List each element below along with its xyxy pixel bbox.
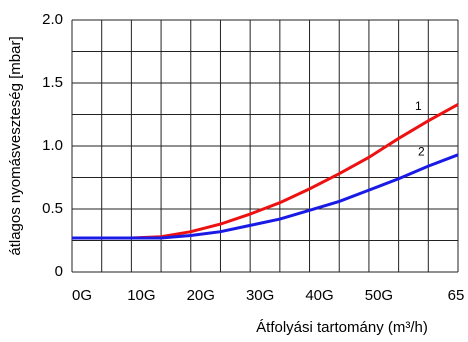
- x-tick-label: 30G: [246, 287, 274, 304]
- y-tick-label: 2.0: [42, 11, 63, 28]
- x-tick-label: 50G: [365, 287, 393, 304]
- y-tick-label: 1.5: [42, 74, 63, 91]
- x-tick-label: 0G: [72, 287, 92, 304]
- y-tick-label: 0: [55, 263, 63, 280]
- line: [72, 103, 459, 240]
- y-tick-label: 1.0: [42, 137, 63, 154]
- series-label: 2: [418, 144, 425, 158]
- line: [72, 153, 459, 240]
- x-axis-label: Átfolyási tartomány (m³/h): [256, 319, 428, 336]
- x-tick-label: 10G: [127, 287, 155, 304]
- y-tick-label: 0.5: [42, 200, 63, 217]
- y-axis-label: átlagos nyomásveszteség [mbar]: [7, 36, 24, 255]
- x-tick-label: 65: [448, 287, 465, 304]
- series-label: 1: [415, 99, 422, 113]
- x-tick-label: 40G: [305, 287, 333, 304]
- x-tick-label: 20G: [187, 287, 215, 304]
